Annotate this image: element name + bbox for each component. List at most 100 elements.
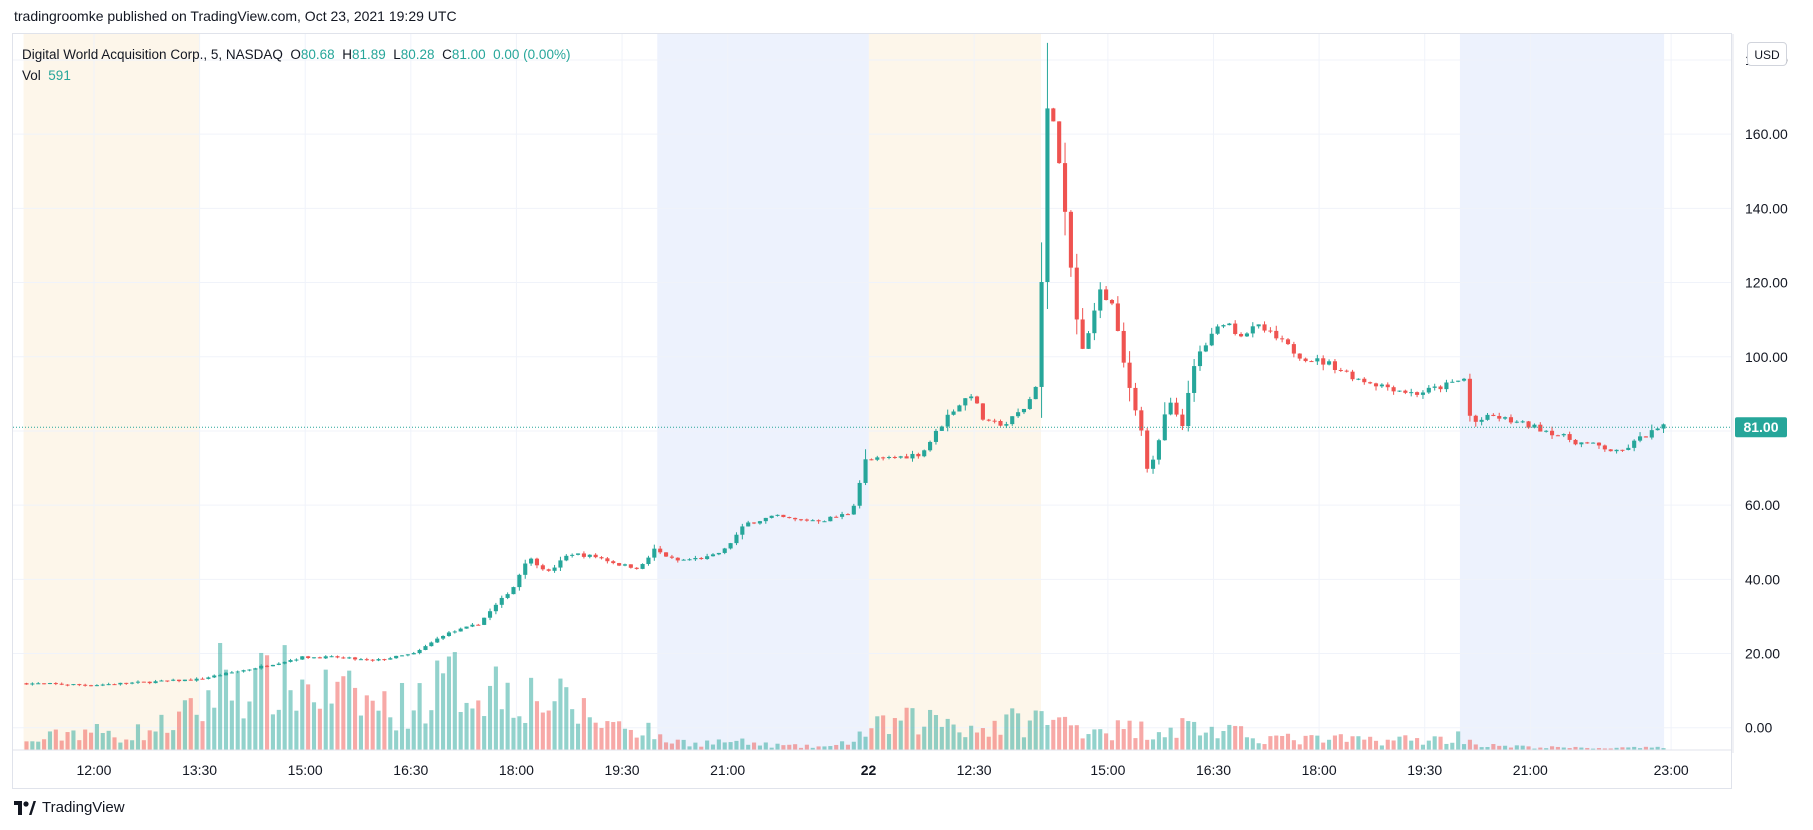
- volume-bar: [939, 726, 944, 750]
- volume-bar: [335, 681, 340, 750]
- candle-up: [1432, 386, 1437, 388]
- volume-bar: [763, 742, 768, 750]
- volume-bar: [757, 745, 762, 750]
- x-tick-label: 23:00: [1654, 762, 1689, 778]
- x-tick-label: 21:00: [710, 762, 745, 778]
- candle-down: [634, 567, 639, 569]
- volume-bar: [1661, 748, 1666, 750]
- volume-bar: [1420, 744, 1426, 750]
- candle-up: [1420, 392, 1426, 395]
- candle-up: [282, 661, 287, 664]
- candle-down: [787, 517, 792, 519]
- volume-bar: [159, 714, 164, 750]
- candle-up: [399, 655, 405, 657]
- volume-bar: [1280, 735, 1285, 750]
- chart-frame: [12, 33, 1732, 789]
- volume-bar: [775, 743, 780, 750]
- candle-down: [611, 561, 616, 564]
- candle-up: [1010, 416, 1015, 425]
- volume-bar: [558, 678, 563, 750]
- volume-bar: [1021, 737, 1027, 750]
- currency-button[interactable]: USD: [1747, 42, 1787, 66]
- candle-up: [1626, 447, 1631, 450]
- y-tick-label: 160.00: [1745, 126, 1788, 142]
- candle-up: [740, 526, 745, 535]
- volume-bar: [840, 741, 845, 750]
- x-tick-label: 22: [861, 762, 877, 778]
- candle-up: [276, 663, 281, 665]
- candle-down: [1350, 371, 1355, 380]
- volume-bar: [1350, 736, 1355, 750]
- volume-bar: [1508, 747, 1514, 750]
- volume-bar: [1303, 735, 1308, 750]
- candle-down: [1555, 435, 1560, 437]
- volume-bar: [493, 666, 498, 750]
- y-axis: 180.00160.00140.00120.00100.0060.0040.00…: [1732, 34, 1788, 753]
- volume-bar: [1338, 734, 1343, 750]
- volume-bar: [834, 744, 839, 750]
- candle-down: [869, 459, 874, 461]
- volume-bar: [376, 710, 381, 750]
- y-tick-label: 20.00: [1745, 646, 1780, 662]
- y-tick-label: 40.00: [1745, 571, 1780, 587]
- volume-bar: [112, 737, 117, 750]
- candle-up: [886, 457, 892, 459]
- candle-down: [1080, 319, 1085, 349]
- candle-up: [640, 564, 645, 569]
- candle-down: [1373, 383, 1379, 387]
- candle-down: [476, 624, 481, 626]
- candle-up: [710, 554, 716, 557]
- volume-bar: [652, 739, 657, 750]
- candle-down: [581, 553, 586, 557]
- volume-bar: [1643, 746, 1648, 750]
- footer-brand[interactable]: TradingView: [14, 799, 125, 816]
- volume-bar: [1485, 746, 1490, 750]
- candle-up: [1156, 440, 1161, 460]
- candle-down: [141, 681, 146, 683]
- volume-bar: [1514, 745, 1519, 750]
- candle-down: [752, 522, 757, 524]
- volume-bar: [728, 742, 733, 750]
- volume-bar: [1145, 739, 1150, 750]
- candle-down: [188, 679, 193, 681]
- candle-down: [1321, 358, 1326, 365]
- candle-up: [441, 635, 446, 639]
- candle-up: [933, 430, 939, 442]
- volume-bar: [341, 676, 346, 750]
- volume-bar: [1045, 724, 1050, 750]
- volume-bar: [206, 690, 211, 750]
- y-tick-label: 140.00: [1745, 200, 1788, 216]
- candle-up: [259, 665, 264, 669]
- volume-bar: [235, 673, 240, 750]
- candle-up: [951, 411, 956, 415]
- candle-up: [376, 659, 381, 661]
- volume-bar: [1385, 739, 1390, 750]
- candle-down: [881, 457, 886, 459]
- volume-bar: [165, 732, 170, 750]
- candle-up: [1045, 108, 1050, 283]
- candle-up: [94, 685, 99, 687]
- candle-up: [687, 559, 692, 561]
- candle-down: [317, 657, 322, 659]
- volume-bar: [176, 711, 182, 750]
- volume-bar: [963, 737, 968, 750]
- volume-bar: [1585, 747, 1590, 750]
- candle-up: [1027, 399, 1032, 409]
- candle-down: [1362, 378, 1367, 383]
- candle-down: [1239, 333, 1244, 337]
- volume-bar: [1233, 725, 1238, 750]
- candles: [24, 42, 1666, 687]
- candle-up: [517, 574, 522, 588]
- volume-bar: [1344, 741, 1349, 750]
- candle-up: [570, 554, 575, 556]
- volume-bar: [663, 742, 669, 750]
- candle-down: [1274, 330, 1279, 339]
- volume-bar: [1450, 742, 1455, 750]
- candle-up: [928, 441, 933, 451]
- volume-bar: [1426, 740, 1431, 750]
- candle-down: [335, 656, 340, 658]
- candle-down: [675, 557, 680, 561]
- candle-up: [458, 628, 463, 632]
- candle-down: [77, 684, 82, 686]
